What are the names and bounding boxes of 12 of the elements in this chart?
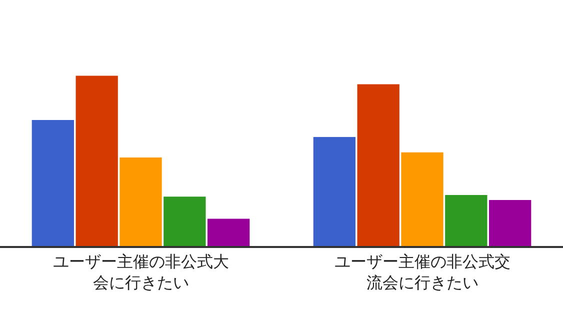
bar — [313, 137, 356, 246]
bar — [32, 120, 74, 246]
bar — [401, 152, 444, 246]
bar — [120, 157, 162, 246]
bar — [445, 194, 488, 246]
bar — [76, 76, 118, 246]
bar — [489, 200, 532, 246]
bar — [357, 84, 400, 246]
bar — [208, 218, 250, 246]
x-tick-label: ユーザー主催の非公式交流会に行きたい — [334, 252, 510, 292]
x-tick-label: ユーザー主催の非公式大会に行きたい — [52, 252, 229, 292]
bar — [164, 196, 206, 246]
